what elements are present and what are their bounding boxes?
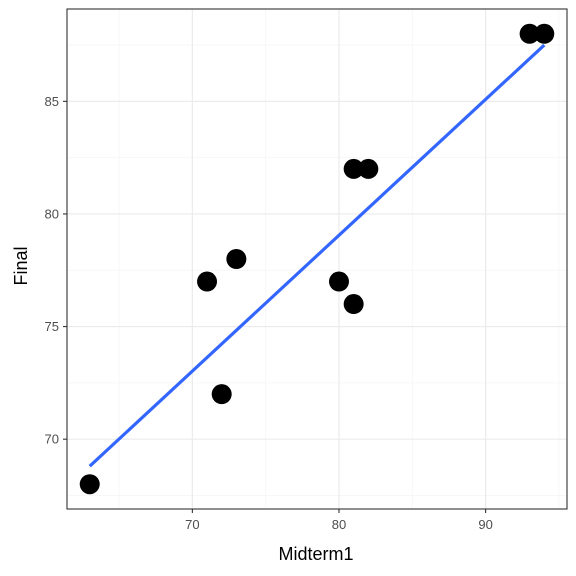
y-axis-title: Final: [11, 246, 31, 285]
data-point: [197, 271, 218, 292]
grid-minor: [67, 9, 567, 509]
regression-line: [88, 43, 546, 468]
x-tick-label: 80: [332, 517, 346, 532]
data-point: [343, 158, 364, 179]
data-point: [534, 23, 555, 44]
y-tick-label: 80: [45, 206, 59, 221]
grid-major: [67, 9, 567, 509]
data-point: [79, 474, 100, 495]
y-tick-label: 85: [45, 94, 59, 109]
y-tick-label: 70: [45, 432, 59, 447]
data-point: [343, 294, 364, 315]
data-point: [358, 158, 379, 179]
x-axis-ticks: 70 80 90: [185, 509, 493, 532]
x-tick-label: 70: [185, 517, 199, 532]
x-tick-label: 90: [478, 517, 492, 532]
fit-line-layer: [88, 43, 546, 468]
panel-border: [66, 8, 568, 510]
x-axis-title: Midterm1: [278, 544, 353, 564]
y-tick-label: 75: [45, 319, 59, 334]
points-layer: [79, 23, 555, 495]
data-point: [211, 384, 232, 405]
y-axis-ticks: 70 75 80 85: [45, 94, 67, 447]
data-point: [519, 23, 540, 44]
data-point: [226, 249, 247, 269]
data-point: [328, 271, 349, 292]
